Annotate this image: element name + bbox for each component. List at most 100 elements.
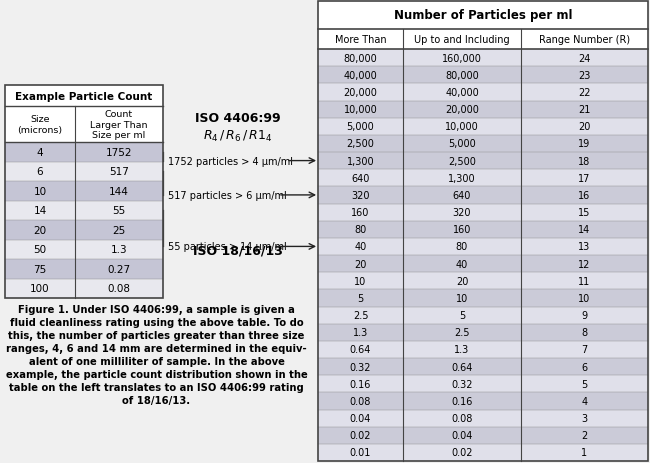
Text: 10: 10	[578, 293, 591, 303]
Text: 40: 40	[456, 259, 468, 269]
Text: 24: 24	[578, 53, 591, 63]
Bar	[5, 86, 163, 107]
Text: 55: 55	[112, 206, 125, 216]
Text: 0.27: 0.27	[107, 264, 131, 274]
Text: 517: 517	[109, 167, 129, 177]
Bar	[318, 30, 648, 50]
Text: 3: 3	[582, 413, 588, 423]
Text: 11: 11	[578, 276, 591, 286]
Text: 20: 20	[33, 225, 47, 235]
Text: 19: 19	[578, 139, 591, 149]
Text: 40,000: 40,000	[445, 88, 479, 98]
Text: 10,000: 10,000	[445, 122, 479, 132]
Text: 8: 8	[582, 327, 588, 338]
Text: 16: 16	[578, 190, 591, 200]
Text: 21: 21	[578, 105, 591, 115]
Text: 5: 5	[459, 310, 465, 320]
Text: 75: 75	[33, 264, 47, 274]
Bar	[318, 221, 648, 238]
Bar	[75, 259, 163, 279]
Text: 22: 22	[578, 88, 591, 98]
Bar	[318, 393, 648, 410]
Text: 320: 320	[351, 190, 370, 200]
Text: Number of Particles per ml: Number of Particles per ml	[394, 9, 572, 22]
Bar	[318, 84, 648, 101]
Text: 5: 5	[581, 379, 588, 389]
Bar	[75, 279, 163, 298]
Bar	[5, 259, 75, 279]
Text: 5,000: 5,000	[448, 139, 476, 149]
Bar	[318, 444, 648, 461]
Bar	[75, 201, 163, 220]
Text: 80,000: 80,000	[445, 70, 479, 81]
Bar	[5, 107, 163, 143]
Text: 17: 17	[578, 173, 591, 183]
Bar	[5, 162, 75, 181]
Text: $R_4\,/\,R_6\,/\,R1_4$: $R_4\,/\,R_6\,/\,R1_4$	[203, 128, 273, 143]
Text: 50: 50	[33, 245, 47, 255]
Bar	[318, 153, 648, 170]
Text: 0.64: 0.64	[350, 344, 371, 355]
Text: 1.3: 1.3	[111, 245, 127, 255]
Text: 80,000: 80,000	[344, 53, 378, 63]
Bar	[318, 136, 648, 153]
Text: 1: 1	[582, 447, 588, 457]
Text: 640: 640	[453, 190, 471, 200]
Text: 0.08: 0.08	[107, 284, 131, 294]
Text: 15: 15	[578, 207, 591, 218]
Bar	[5, 143, 75, 162]
Text: 4: 4	[36, 147, 44, 157]
Text: ISO 18/16/13: ISO 18/16/13	[193, 244, 283, 257]
Bar	[75, 240, 163, 259]
Text: 10: 10	[33, 186, 47, 196]
Text: 2: 2	[581, 430, 588, 440]
Text: 4: 4	[582, 396, 588, 406]
Text: 9: 9	[582, 310, 588, 320]
Text: 20: 20	[578, 122, 591, 132]
Bar	[318, 290, 648, 307]
Text: 2.5: 2.5	[454, 327, 470, 338]
Bar	[318, 2, 648, 461]
Text: 320: 320	[453, 207, 471, 218]
Bar	[318, 50, 648, 67]
Text: Range Number (R): Range Number (R)	[539, 35, 630, 45]
Text: 5: 5	[358, 293, 363, 303]
Text: 55 particles > 14 μm/ml: 55 particles > 14 μm/ml	[168, 242, 287, 252]
Text: Count
Larger Than
Size per ml: Count Larger Than Size per ml	[90, 110, 148, 140]
Text: Example Particle Count: Example Particle Count	[16, 91, 153, 101]
Bar	[5, 240, 75, 259]
Text: 0.32: 0.32	[350, 362, 371, 372]
Bar	[318, 410, 648, 427]
Text: 517 particles > 6 μm/ml: 517 particles > 6 μm/ml	[168, 190, 287, 200]
Text: 6: 6	[582, 362, 588, 372]
Bar	[318, 256, 648, 273]
Text: 160,000: 160,000	[442, 53, 482, 63]
Text: 5,000: 5,000	[346, 122, 374, 132]
Text: 0.32: 0.32	[451, 379, 473, 389]
Bar	[318, 170, 648, 187]
Text: 10,000: 10,000	[344, 105, 378, 115]
Bar	[5, 201, 75, 220]
Text: 0.04: 0.04	[350, 413, 371, 423]
Text: 2,500: 2,500	[448, 156, 476, 166]
Bar	[318, 273, 648, 290]
Text: 0.08: 0.08	[451, 413, 473, 423]
Text: 1,300: 1,300	[448, 173, 476, 183]
Bar	[318, 187, 648, 204]
Bar	[318, 67, 648, 84]
Text: 20: 20	[354, 259, 367, 269]
Text: 13: 13	[578, 242, 591, 252]
Text: 25: 25	[112, 225, 125, 235]
Bar	[75, 162, 163, 181]
Text: 0.04: 0.04	[451, 430, 473, 440]
Text: 1.3: 1.3	[353, 327, 368, 338]
Text: 2.5: 2.5	[353, 310, 369, 320]
Bar	[318, 341, 648, 358]
Text: 7: 7	[581, 344, 588, 355]
Text: 100: 100	[30, 284, 50, 294]
Text: 0.16: 0.16	[350, 379, 371, 389]
Bar	[318, 375, 648, 393]
Bar	[318, 324, 648, 341]
Text: 160: 160	[351, 207, 370, 218]
Bar	[318, 101, 648, 119]
